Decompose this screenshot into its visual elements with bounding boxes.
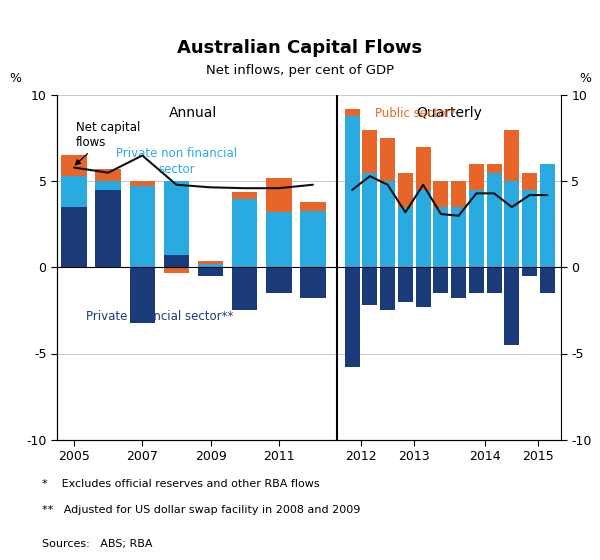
Bar — [505, 130, 520, 181]
Bar — [416, 147, 431, 190]
Bar — [469, 190, 484, 268]
Text: *    Excludes official reserves and other RBA flows: * Excludes official reserves and other R… — [42, 479, 320, 489]
Bar — [130, 181, 155, 186]
Bar — [61, 156, 87, 176]
Bar — [232, 199, 257, 268]
Text: Private non financial
sector: Private non financial sector — [116, 147, 237, 176]
Text: %: % — [10, 72, 22, 85]
Bar — [266, 178, 292, 212]
Bar — [61, 207, 87, 268]
Bar — [362, 268, 377, 305]
Bar — [433, 268, 448, 293]
Bar — [398, 207, 413, 268]
Bar — [198, 264, 223, 268]
Bar — [522, 172, 537, 190]
Bar — [95, 169, 121, 181]
Bar — [505, 268, 520, 345]
Bar — [487, 164, 502, 172]
Text: Private financial sector**: Private financial sector** — [86, 310, 233, 324]
Text: Quarterly: Quarterly — [416, 105, 482, 119]
Bar — [398, 172, 413, 207]
Bar — [266, 212, 292, 268]
Bar — [540, 268, 555, 293]
Text: **   Adjusted for US dollar swap facility in 2008 and 2009: ** Adjusted for US dollar swap facility … — [42, 505, 361, 515]
Bar — [164, 268, 189, 273]
Text: Annual: Annual — [169, 105, 218, 119]
Bar — [416, 268, 431, 307]
Bar — [398, 268, 413, 302]
Bar — [95, 181, 121, 190]
Bar — [469, 268, 484, 293]
Bar — [505, 181, 520, 268]
Bar — [469, 164, 484, 190]
Bar — [380, 181, 395, 268]
Bar — [130, 268, 155, 323]
Bar — [522, 190, 537, 268]
Bar — [344, 268, 359, 367]
Bar — [300, 268, 326, 298]
Bar — [130, 186, 155, 268]
Bar — [164, 255, 189, 268]
Bar — [540, 164, 555, 268]
Bar — [416, 190, 431, 268]
Bar — [451, 207, 466, 268]
Bar — [344, 109, 359, 116]
Bar — [95, 190, 121, 268]
Bar — [433, 207, 448, 268]
Bar — [266, 268, 292, 293]
Bar — [451, 181, 466, 207]
Text: Australian Capital Flows: Australian Capital Flows — [178, 39, 422, 57]
Bar — [300, 211, 326, 268]
Bar — [300, 202, 326, 211]
Bar — [198, 268, 223, 276]
Text: Sources:   ABS; RBA: Sources: ABS; RBA — [42, 539, 152, 549]
Text: %: % — [579, 72, 591, 85]
Bar — [451, 268, 466, 298]
Bar — [61, 176, 87, 207]
Bar — [198, 260, 223, 264]
Bar — [433, 181, 448, 207]
Bar — [380, 138, 395, 181]
Bar — [344, 116, 359, 268]
Bar — [232, 192, 257, 199]
Bar — [487, 172, 502, 268]
Bar — [232, 268, 257, 310]
Text: Net capital
flows: Net capital flows — [76, 121, 140, 165]
Bar — [380, 268, 395, 310]
Bar — [522, 268, 537, 276]
Text: Public sector*: Public sector* — [375, 108, 456, 120]
Bar — [362, 172, 377, 268]
Text: Net inflows, per cent of GDP: Net inflows, per cent of GDP — [206, 64, 394, 77]
Bar — [362, 130, 377, 172]
Bar — [487, 268, 502, 293]
Bar — [164, 181, 189, 255]
